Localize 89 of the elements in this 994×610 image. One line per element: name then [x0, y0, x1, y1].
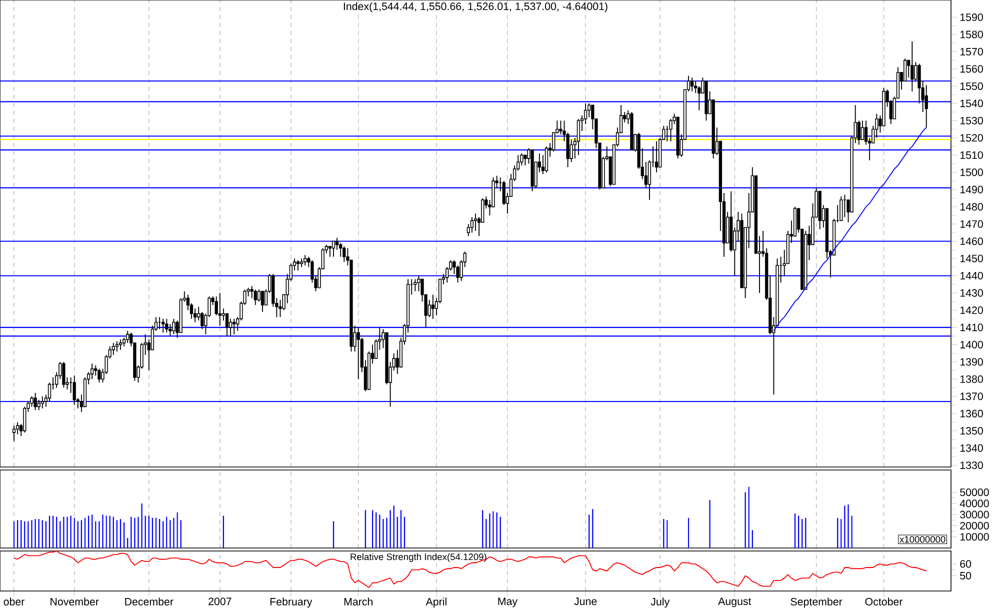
x-tick-label: 2007 [208, 598, 232, 606]
candlestick [910, 40, 914, 92]
y-tick-label: 1480 [960, 203, 983, 211]
candlestick [332, 240, 336, 258]
y-tick-label: 1550 [960, 82, 983, 90]
candlestick [118, 339, 122, 350]
y-tick-label: 50 [960, 572, 972, 580]
candlestick [414, 278, 417, 292]
candlestick [431, 294, 434, 320]
y-tick-label: 1580 [960, 30, 983, 38]
y-tick-label: 60 [960, 560, 972, 568]
candlestick [860, 120, 864, 140]
y-tick-label: 1430 [960, 289, 983, 297]
x-tick-label: June [574, 598, 597, 606]
candlestick [356, 326, 360, 380]
y-tick-label: 1490 [960, 186, 983, 194]
y-tick-label: 1560 [960, 65, 983, 73]
y-tick-label: 1360 [960, 410, 983, 418]
candlestick [126, 330, 130, 344]
y-tick-label: 1570 [960, 48, 983, 56]
candlestick [232, 318, 236, 335]
candlestick [254, 289, 257, 306]
candlestick [165, 318, 168, 334]
candlestick [98, 368, 101, 384]
x-tick-label: April [426, 598, 446, 608]
y-tick-label: 1450 [960, 254, 983, 262]
candlestick [417, 275, 420, 292]
y-tick-label: 1420 [960, 306, 983, 314]
candlestick [260, 290, 264, 312]
annotation: x10000000 [900, 536, 946, 543]
candlestick [162, 318, 165, 334]
y-tick-label: 1460 [960, 237, 983, 246]
candlestick [576, 118, 580, 156]
y-tick-label: 1410 [960, 324, 983, 332]
chart-title: Index(1,544.44, 1,550.66, 1,526.01, 1,537.00, -4.64001) [344, 2, 608, 12]
x-tick-label: May [498, 598, 518, 608]
candlestick [193, 308, 197, 323]
x-tick-label: September [790, 598, 842, 608]
candlestick [470, 216, 474, 234]
candlestick [474, 213, 478, 232]
candlestick [115, 340, 119, 352]
y-tick-label: 1590 [960, 13, 983, 22]
x-tick-label: February [270, 598, 312, 608]
y-tick-label: 1350 [960, 427, 983, 435]
x-tick-label: October [865, 598, 903, 606]
y-tick-label: 20000 [960, 522, 989, 530]
candlestick [172, 318, 176, 335]
candlestick [37, 399, 40, 411]
candlestick [690, 77, 694, 92]
y-tick-label: 1370 [960, 392, 983, 400]
chart-title: Relative Strength Index(54.1209) [350, 553, 486, 562]
y-tick-label: 1380 [960, 375, 983, 383]
y-tick-label: 50000 [960, 488, 989, 496]
y-tick-label: 30000 [960, 510, 989, 518]
candlestick [40, 396, 44, 409]
y-tick-label: 10000 [960, 533, 989, 541]
y-tick-label: 40000 [960, 500, 989, 508]
y-tick-label: 1340 [960, 444, 983, 452]
candlestick [257, 289, 261, 302]
candlestick [544, 146, 548, 173]
candlestick [296, 260, 300, 272]
x-tick-label: December [125, 598, 174, 606]
candlestick [12, 425, 16, 442]
x-tick-label: ober [4, 598, 24, 606]
y-tick-label: 1520 [960, 134, 983, 142]
candlestick [924, 84, 928, 128]
x-tick-label: November [50, 598, 99, 606]
candlestick [903, 58, 907, 82]
y-tick-label: 1390 [960, 358, 983, 366]
candlestick [342, 246, 346, 262]
candlestick [72, 375, 76, 406]
x-tick-label: March [344, 598, 372, 606]
y-tick-label: 1510 [960, 151, 983, 159]
y-tick-label: 1470 [960, 220, 983, 228]
candlestick [304, 254, 307, 266]
candlestick [112, 342, 115, 356]
y-tick-label: 1440 [960, 272, 983, 280]
y-tick-label: 1540 [960, 100, 983, 108]
y-tick-label: 1530 [960, 116, 983, 124]
y-tick-label: 1400 [960, 340, 983, 348]
candlestick [654, 140, 658, 173]
x-tick-label: July [650, 598, 670, 608]
candlestick [218, 292, 222, 326]
candlestick [62, 361, 66, 388]
candlestick [34, 392, 37, 411]
candlestick [840, 196, 843, 222]
y-tick-label: 1330 [960, 462, 983, 470]
y-tick-label: 1500 [960, 168, 983, 176]
x-tick-label: August [718, 598, 752, 608]
